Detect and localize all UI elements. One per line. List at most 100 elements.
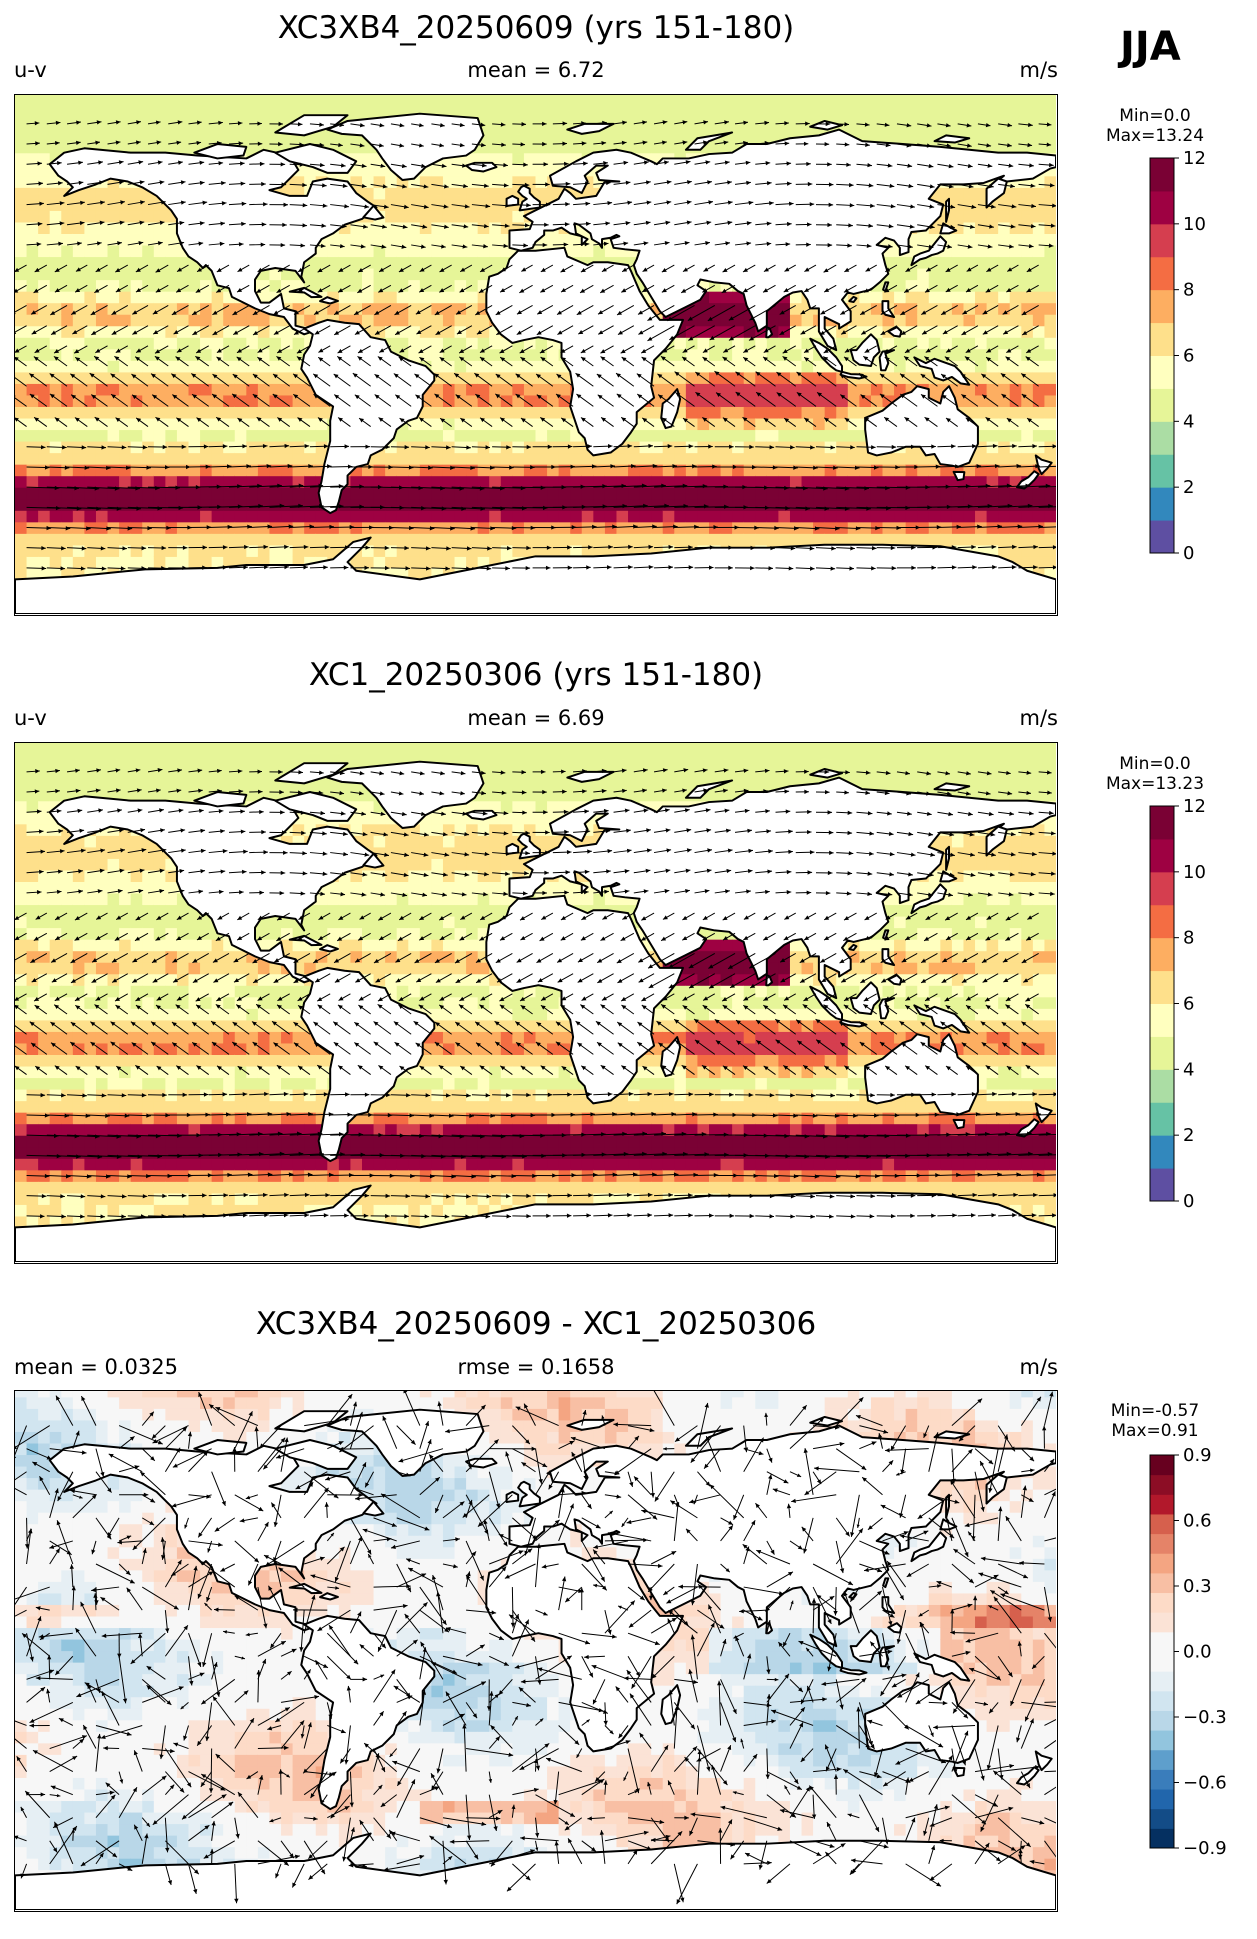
- coastline-south-america: [300, 1614, 436, 1811]
- coastline-new-guinea: [913, 356, 971, 386]
- coastline-tasmania: [952, 1118, 966, 1130]
- coastline-south-america: [300, 966, 436, 1163]
- coastline-north-america: [48, 147, 378, 336]
- colorbar-swatch: [1150, 1572, 1174, 1594]
- colorbar-swatch: [1150, 355, 1174, 389]
- coastline-newfoundland: [362, 1500, 385, 1517]
- colorbar-swatch: [1150, 970, 1174, 1004]
- wind-vectors: [15, 120, 1056, 571]
- coastline-new-guinea: [913, 1652, 971, 1682]
- colorbar-tick-label: 8: [1183, 928, 1194, 949]
- coastline-sakhalin: [945, 197, 951, 223]
- coastline-taiwan: [882, 929, 890, 941]
- coastline-madagascar: [660, 1684, 682, 1726]
- colorbar-swatch: [1150, 322, 1174, 356]
- coastline-sakhalin: [945, 845, 951, 871]
- panel-variable-label: u-v: [14, 58, 47, 82]
- colorbar-swatch: [1150, 1808, 1174, 1829]
- colorbar-swatch: [1150, 1533, 1174, 1554]
- coastline-north-america: [48, 795, 378, 984]
- season-label: JJA: [1120, 24, 1181, 70]
- colorbar-swatch: [1150, 1671, 1174, 1692]
- coastline-greenland: [326, 112, 485, 182]
- colorbar-swatch: [1150, 871, 1174, 906]
- panel-mean-label: mean = 6.72: [467, 58, 605, 82]
- colorbar-swatch: [1150, 937, 1174, 972]
- coastline-ireland: [505, 1490, 520, 1503]
- colorbar-swatch: [1150, 1102, 1174, 1136]
- panel-mean-label: mean = 0.0325: [14, 1355, 178, 1379]
- coastline-new-zealand-s: [1016, 1118, 1040, 1138]
- colorbar-tick-label: 6: [1183, 346, 1194, 367]
- colorbar-swatch: [1150, 190, 1174, 225]
- colorbar-tick-label: 10: [1183, 214, 1206, 235]
- panel-title: XC3XB4_20250609 (yrs 151-180): [277, 10, 795, 46]
- colorbar-tick-label: 6: [1183, 994, 1194, 1015]
- coastline-taiwan: [882, 1577, 890, 1589]
- coastline-north-america: [48, 1443, 378, 1632]
- map-graphic: [15, 743, 1056, 1262]
- colorbar-graphic: −0.9 −0.6 −0.3 0.0 0.3 0.6 0.9: [1149, 1445, 1227, 1859]
- coastline-novaya-zemlya: [684, 131, 734, 151]
- colorbar-swatch: [1150, 1690, 1174, 1711]
- coastline-novaya-zemlya: [684, 779, 734, 799]
- colorbar-tick-label: 0: [1183, 1191, 1194, 1212]
- colorbar: 0 2 4 6 8 10 12: [1149, 796, 1206, 1212]
- coastline-new-zealand-s: [1016, 1766, 1040, 1786]
- coastline-cuba: [288, 934, 323, 947]
- colorbar-swatch: [1150, 1553, 1174, 1574]
- colorbar-swatch: [1150, 1631, 1174, 1652]
- coastline-baffin-island: [274, 1439, 358, 1470]
- coastline-new-siberian-islands: [933, 782, 971, 792]
- coastline-victoria-island: [193, 143, 248, 160]
- coastline-ellesmere-island: [274, 1410, 349, 1433]
- colorbar-swatch: [1150, 1789, 1174, 1810]
- coastline-svalbard: [566, 770, 615, 783]
- colorbar-swatch: [1150, 1513, 1174, 1535]
- colorbar-tick-label: 8: [1183, 280, 1194, 301]
- coastline-java: [839, 1666, 868, 1676]
- coastline-great-britain: [517, 1480, 541, 1508]
- coastline-new-zealand-n: [1034, 1750, 1053, 1772]
- coastline-cuba: [288, 1582, 323, 1595]
- coastline-sakhalin: [945, 1493, 951, 1519]
- panel-title: XC1_20250306 (yrs 151-180): [308, 657, 764, 693]
- colorbar-tick-label: 4: [1183, 1059, 1194, 1080]
- colorbar-tick-label: 12: [1183, 796, 1206, 817]
- range-label: Min=0.0 Max=13.23: [1105, 754, 1205, 794]
- colorbar-swatch: [1150, 838, 1174, 873]
- panel-units-label: m/s: [1019, 58, 1058, 82]
- colorbar-swatch: [1150, 223, 1174, 258]
- coastline-hainan: [848, 295, 858, 303]
- colorbar-swatch: [1150, 1135, 1174, 1169]
- panel-rmse-label: rmse = 0.1658: [457, 1355, 615, 1379]
- colorbar-swatch: [1150, 904, 1174, 939]
- colorbar-swatch: [1150, 1069, 1174, 1103]
- coastline-philippines-mindanao: [887, 326, 903, 338]
- colorbar-swatch: [1150, 1651, 1174, 1672]
- range-label: Min=0.0 Max=13.24: [1105, 106, 1205, 146]
- colorbar-swatch: [1150, 520, 1174, 554]
- coastline-victoria-island: [193, 791, 248, 808]
- colorbar-swatch: [1150, 1494, 1174, 1515]
- coastline-ellesmere-island: [274, 762, 349, 785]
- coastline-tasmania: [952, 470, 966, 482]
- coastline-philippines-luzon: [881, 948, 896, 967]
- colorbar-swatch: [1150, 1592, 1174, 1613]
- coastline-baffin-island: [274, 143, 358, 174]
- map-plot: [14, 1390, 1058, 1912]
- colorbar-tick-label: 12: [1183, 148, 1206, 169]
- colorbar-swatch: [1150, 806, 1174, 840]
- coastline-baffin-island: [274, 791, 358, 822]
- colorbar-swatch: [1150, 1769, 1174, 1790]
- colorbar-swatch: [1150, 256, 1174, 291]
- map-plot: [14, 742, 1058, 1264]
- panel-units-label: m/s: [1019, 1355, 1058, 1379]
- colorbar-tick-label: 0: [1183, 543, 1194, 564]
- wind-vectors: [15, 768, 1056, 1219]
- colorbar-tick-label: 0.9: [1183, 1445, 1212, 1466]
- coastline-newfoundland: [362, 852, 385, 869]
- coastline-hispaniola: [319, 296, 339, 305]
- colorbar-tick-label: 0.0: [1183, 1642, 1212, 1663]
- coastline-borneo: [849, 981, 881, 1016]
